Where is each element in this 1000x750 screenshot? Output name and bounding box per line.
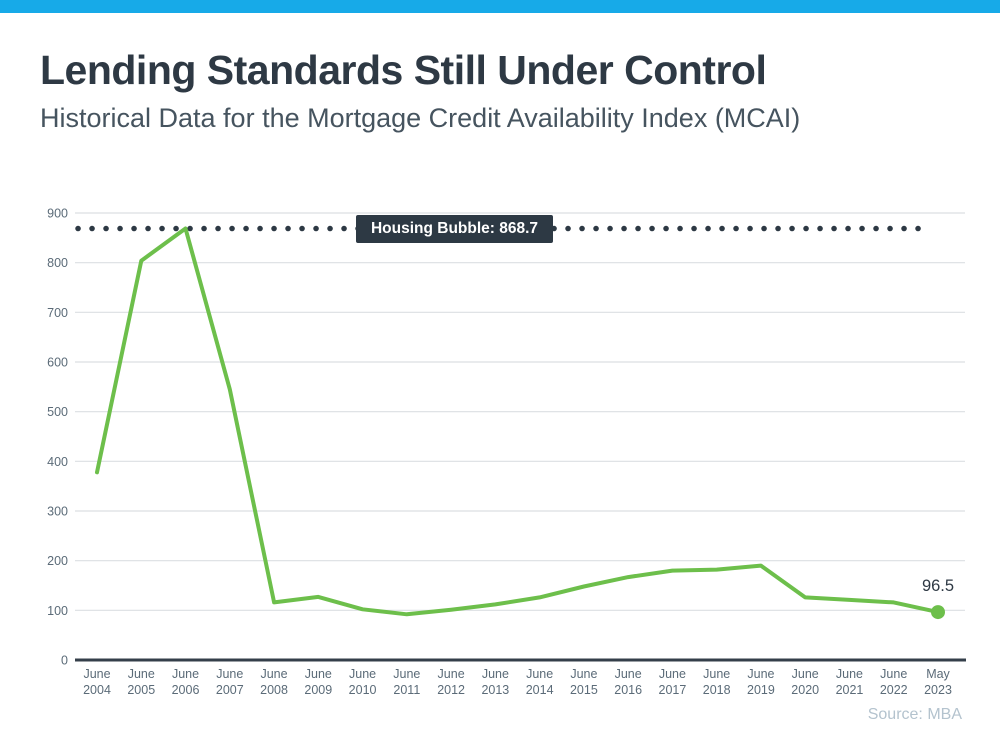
page-title: Lending Standards Still Under Control: [40, 47, 767, 93]
x-axis-tick-label: June 2009: [304, 667, 332, 697]
x-axis-tick-label: June 2017: [659, 667, 687, 697]
x-axis-tick-label: June 2004: [83, 667, 111, 697]
x-axis-tick-label: June 2014: [526, 667, 554, 697]
source-attribution: Source: MBA: [867, 706, 962, 723]
x-axis-tick-label: June 2010: [349, 667, 377, 697]
y-axis-tick-label: 500: [47, 405, 68, 419]
x-axis-tick-label: May 2023: [924, 667, 952, 697]
latest-value-marker: [931, 605, 945, 620]
x-axis-tick-label: June 2018: [703, 667, 731, 697]
y-axis-tick-label: 100: [47, 604, 68, 618]
x-axis-tick-label: June 2021: [836, 667, 864, 697]
top-accent-bar: [0, 0, 1000, 13]
mcai-data-line: [95, 226, 940, 617]
x-axis-tick-label: June 2022: [880, 667, 908, 697]
x-axis-tick-label: June 2008: [260, 667, 288, 697]
latest-value-label: 96.5: [921, 577, 955, 595]
y-axis-tick-label: 800: [47, 256, 68, 270]
x-axis-tick-label: June 2016: [614, 667, 642, 697]
x-axis-tick-label: June 2011: [393, 667, 420, 697]
x-axis-tick-label: June 2006: [172, 667, 200, 697]
y-axis-tick-label: 300: [47, 505, 68, 519]
x-axis-tick-label: June 2005: [127, 667, 155, 697]
y-axis-tick-label: 600: [47, 356, 68, 370]
y-axis-tick-label: 900: [47, 207, 68, 221]
y-axis-tick-label: 400: [47, 455, 68, 469]
x-axis-tick-label: June 2012: [437, 667, 465, 697]
x-axis-tick-label: June 2015: [570, 667, 598, 697]
x-axis-tick-label: June 2019: [747, 667, 775, 697]
y-axis-tick-label: 200: [47, 554, 68, 568]
y-axis-tick-label: 700: [47, 306, 68, 320]
x-axis-tick-label: June 2020: [791, 667, 819, 697]
x-axis-tick-label: June 2013: [481, 667, 509, 697]
y-axis-tick-label: 0: [61, 654, 68, 668]
page-subtitle: Historical Data for the Mortgage Credit …: [40, 103, 801, 133]
housing-bubble-annotation-badge: Housing Bubble: 868.7: [356, 215, 553, 243]
x-axis-tick-label: June 2007: [216, 667, 244, 697]
